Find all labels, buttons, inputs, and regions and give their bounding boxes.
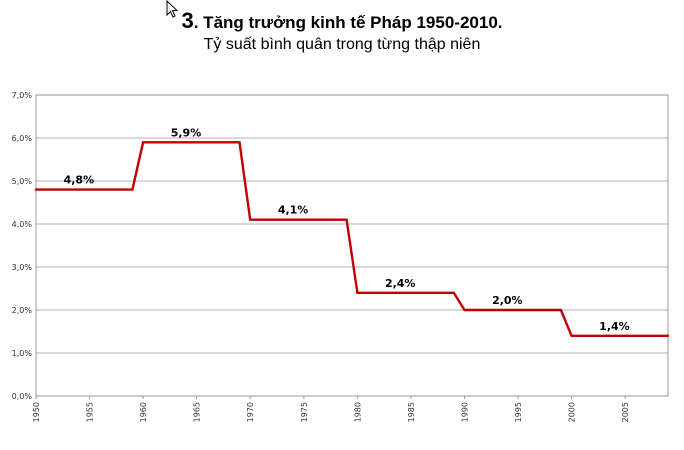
x-tick-label: 2005 <box>621 402 630 422</box>
data-point <box>356 291 359 294</box>
data-label: 2,0% <box>492 294 523 307</box>
y-tick-label: 2,0% <box>12 306 33 315</box>
data-label: 4,1% <box>278 204 309 217</box>
chart-title-text: . Tăng trưởng kinh tế Pháp 1950-2010. <box>193 13 503 32</box>
chart-title-number: 3 <box>181 8 194 33</box>
x-axis-tick-labels: 1950 1955 1960 1965 1970 1975 1980 1985 1990 1995… <box>32 402 630 422</box>
data-point <box>131 188 134 191</box>
y-tick-label: 3,0% <box>12 263 33 272</box>
y-tick-label: 1,0% <box>12 349 33 358</box>
data-point <box>452 291 455 294</box>
x-tick-label: 1985 <box>407 402 416 422</box>
x-tick-label: 1955 <box>86 402 95 422</box>
x-tick-label: 1990 <box>460 402 469 422</box>
data-point <box>559 308 563 312</box>
x-tick-label: 2000 <box>568 402 577 422</box>
plot-area <box>34 141 670 337</box>
data-label: 4,8% <box>64 174 95 187</box>
x-tick-label: 1980 <box>353 402 362 422</box>
data-label: 2,4% <box>385 277 416 290</box>
y-tick-label: 5,0% <box>12 177 33 186</box>
data-label: 5,9% <box>171 126 202 139</box>
data-point <box>34 188 38 191</box>
mouse-cursor-icon <box>166 0 179 18</box>
y-tick-label: 7,0% <box>12 91 33 100</box>
data-point <box>463 308 466 312</box>
data-point <box>570 334 573 337</box>
y-axis-tick-labels: 0,0% 1,0% 2,0% 3,0% 4,0% 5,0% 6,0% 7,0% <box>12 91 33 401</box>
data-point <box>666 334 670 337</box>
x-tick-label: 1965 <box>193 402 202 422</box>
y-tick-label: 0,0% <box>12 392 33 401</box>
plot-frame <box>35 94 669 397</box>
x-tick-label: 1975 <box>300 402 309 422</box>
x-tick-label: 1995 <box>514 402 523 422</box>
x-tick-label: 1970 <box>246 402 255 422</box>
x-tick-label: 1950 <box>32 402 41 422</box>
series-line <box>36 141 668 337</box>
grid-lines <box>35 94 669 399</box>
data-label: 1,4% <box>599 320 630 333</box>
data-point <box>141 141 145 144</box>
data-labels: 4,8% 5,9% 4,1% 2,4% 2,0% 1,4% <box>64 126 630 332</box>
data-point <box>249 218 252 221</box>
data-point <box>345 218 348 221</box>
x-tick-label: 1960 <box>139 402 148 422</box>
chart-subtitle: Tỷ suất bình quân trong từng thập niên <box>203 36 481 53</box>
data-point <box>238 141 241 144</box>
y-tick-label: 6,0% <box>12 134 33 143</box>
y-tick-label: 4,0% <box>12 220 33 229</box>
chart-title: 3. Tăng trưởng kinh tế Pháp 1950-2010. <box>0 8 684 34</box>
